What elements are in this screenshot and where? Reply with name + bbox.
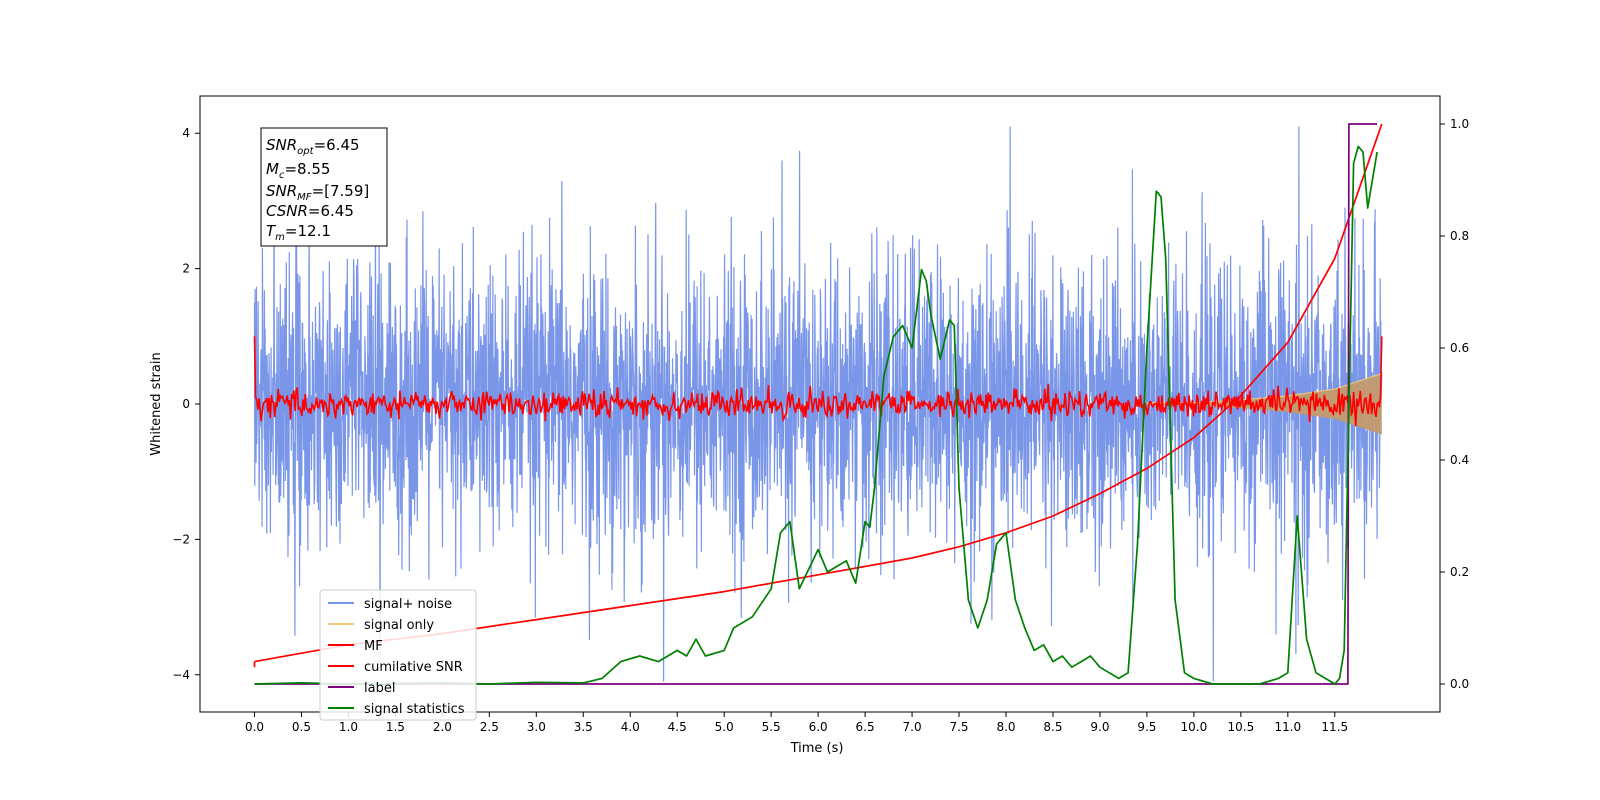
x-tick-label: 3.0: [527, 720, 546, 734]
y-right-tick-label: 0.6: [1450, 341, 1469, 355]
x-tick-label: 5.0: [715, 720, 734, 734]
x-tick-label: 1.0: [339, 720, 358, 734]
annotation-line: Tm=12.1: [266, 222, 331, 243]
y-right-tick-label: 0.2: [1450, 565, 1469, 579]
y-right-tick-label: 0.4: [1450, 453, 1469, 467]
x-tick-label: 11.0: [1274, 720, 1301, 734]
x-tick-label: 0.0: [245, 720, 264, 734]
x-tick-label: 2.0: [433, 720, 452, 734]
y-left-tick-label: −4: [172, 668, 190, 682]
x-tick-label: 5.5: [762, 720, 781, 734]
x-tick-label: 10.5: [1227, 720, 1254, 734]
y-left-tick-label: 4: [182, 126, 190, 140]
y-axis-label: Whitened strain: [149, 352, 164, 455]
y-left-tick-label: 2: [182, 262, 190, 276]
signal-only-fill: [1146, 373, 1382, 435]
x-tick-label: 8.0: [996, 720, 1015, 734]
signal-statistics-line: [254, 145, 1378, 685]
legend-label: signal statistics: [364, 702, 465, 717]
x-tick-label: 4.5: [668, 720, 687, 734]
x-tick-label: 6.0: [809, 720, 828, 734]
y-right-tick-label: 0.8: [1450, 229, 1469, 243]
x-tick-label: 10.0: [1181, 720, 1208, 734]
x-tick-label: 0.5: [292, 720, 311, 734]
cumulative-snr-line: [254, 123, 1383, 663]
legend-label: signal+ noise: [364, 597, 452, 612]
x-tick-label: 1.5: [386, 720, 405, 734]
x-tick-label: 11.5: [1321, 720, 1348, 734]
y-right-tick-label: 0.0: [1450, 677, 1469, 691]
annotation-line: SNRopt=6.45: [266, 136, 360, 157]
mf-line: [253, 336, 1383, 427]
x-tick-label: 3.5: [574, 720, 593, 734]
mf-trace: [253, 336, 1383, 427]
legend-label: MF: [364, 639, 383, 654]
signal-plus-noise-trace: [253, 126, 1383, 682]
right-axis-series: [253, 123, 1383, 685]
legend-label: cumilative SNR: [364, 660, 463, 675]
x-tick-label: 9.0: [1090, 720, 1109, 734]
x-tick-label: 7.0: [903, 720, 922, 734]
x-tick-label: 4.0: [621, 720, 640, 734]
legend-label: label: [364, 681, 395, 696]
signal-plus-noise-line: [253, 126, 1383, 682]
x-axis-label: Time (s): [790, 741, 844, 756]
axis-ticks: 0.0 0.5 1.0 1.5 2.0 2.5 3.0 3.5 4.0 4.5 5.0 5.5 6.0 6…: [172, 117, 1469, 734]
x-tick-label: 8.5: [1043, 720, 1062, 734]
annotation-line: Mc=8.55: [266, 160, 330, 181]
legend: signal+ noise signal only MF cumilative …: [319, 589, 477, 721]
x-tick-label: 7.5: [949, 720, 968, 734]
y-left-tick-label: 0: [182, 397, 190, 411]
x-tick-label: 2.5: [480, 720, 499, 734]
annotation-box: SNRopt=6.45 Mc=8.55 SNRMF=[7.59] CSNR=6.…: [260, 127, 388, 247]
y-left-tick-label: −2: [172, 532, 190, 546]
x-tick-label: 6.5: [856, 720, 875, 734]
annotation-line: SNRMF=[7.59]: [266, 182, 369, 203]
x-tick-label: 9.5: [1137, 720, 1156, 734]
annotation-line: CSNR=6.45: [266, 202, 354, 220]
legend-label: signal only: [364, 618, 434, 633]
y-right-tick-label: 1.0: [1450, 117, 1469, 131]
